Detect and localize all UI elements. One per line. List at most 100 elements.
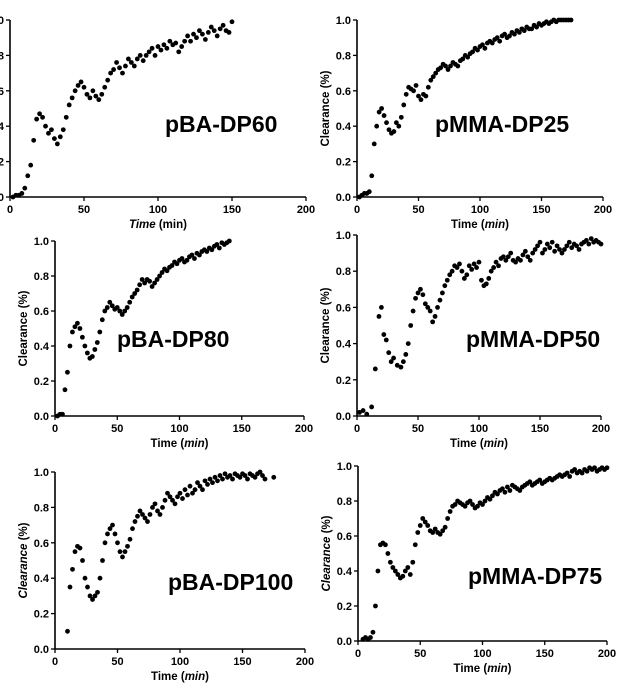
y-tick-label: 0.2 [34,609,49,621]
x-tick-label: 100 [149,204,167,216]
data-point [200,31,205,37]
x-tick-label: 0 [354,204,360,216]
data-point [440,528,446,534]
data-point [379,106,384,111]
data-point [107,299,113,305]
data-point [111,67,116,72]
data-point [415,290,421,296]
data-point [72,88,78,94]
data-point [464,272,470,278]
data-point [530,250,536,256]
data-point [584,468,590,474]
data-point [527,257,533,263]
data-point [385,551,391,556]
data-point [157,273,162,279]
data-point [474,265,479,270]
data-point [494,35,500,41]
data-point [162,497,168,503]
data-point [395,572,401,577]
data-point [90,597,95,602]
x-tick-label: 200 [296,656,314,668]
data-point [415,530,421,535]
data-point [124,305,130,310]
data-point [143,53,149,58]
data-point [125,543,130,549]
data-point [579,470,585,476]
data-point [110,522,115,528]
data-point [137,282,143,288]
panel-pmma-dp25: 0.0 0.2 0.4 0.6 0.8 1.0 0 50 100 150 200 Clearance … [320,15,612,231]
data-point [146,49,152,55]
data-point [114,60,119,65]
data-point [127,299,133,305]
data-point [502,489,508,495]
data-point [557,247,562,252]
data-point [445,516,451,521]
x-tick-label: 100 [170,423,188,435]
data-point [102,308,108,314]
data-point [150,505,155,510]
data-point [84,91,90,97]
data-point [393,120,399,126]
data-point [486,276,492,281]
data-point [410,308,416,314]
data-point [173,40,179,46]
data-point [437,297,443,303]
data-point [139,277,145,282]
y-tick-label: 0.8 [337,496,352,508]
data-point [230,476,235,482]
data-point [408,323,414,328]
y-tick-label: 0.6 [34,306,49,318]
data-point [382,542,388,548]
data-point [75,83,81,88]
data-point [179,256,185,261]
data-point [192,256,197,261]
data-point [412,542,418,548]
data-point [65,369,70,375]
y-tick-label: 0.0 [0,192,4,204]
data-point [152,280,158,286]
data-point [188,38,193,44]
data-point [157,512,163,517]
data-point [120,554,125,560]
x-tick-label: 0 [354,423,360,435]
data-point [49,127,54,133]
data-point [420,516,426,521]
data-point [500,486,505,492]
data-point [405,565,411,570]
data-point [77,545,83,551]
x-tick-label: 100 [470,423,488,435]
data-point [586,241,592,247]
data-point [549,239,555,245]
data-point [155,508,160,514]
data-point [82,343,88,349]
data-point [160,505,165,510]
data-point [135,513,140,519]
data-point [569,245,575,251]
x-tick-label: 150 [532,204,550,216]
data-point [413,295,418,301]
data-point [211,28,217,34]
data-point [572,467,578,472]
data-point [140,512,145,517]
data-point [520,252,526,258]
data-point [374,123,380,129]
data-point [368,635,373,640]
panel-label: pBA-DP60 [165,111,277,137]
data-point [427,308,433,314]
data-point [476,259,482,265]
data-point [95,589,100,595]
data-point [422,519,428,525]
y-tick-label: 0.4 [34,573,50,585]
data-point [418,97,424,103]
data-point [194,35,199,41]
y-tick-label: 1.0 [337,461,352,473]
data-point [195,480,200,486]
data-point [84,350,90,356]
data-point [493,259,499,265]
data-point [128,60,134,65]
y-tick-label: 0.8 [34,502,49,514]
data-point [122,549,128,555]
data-point [507,488,513,493]
data-point [394,362,400,368]
